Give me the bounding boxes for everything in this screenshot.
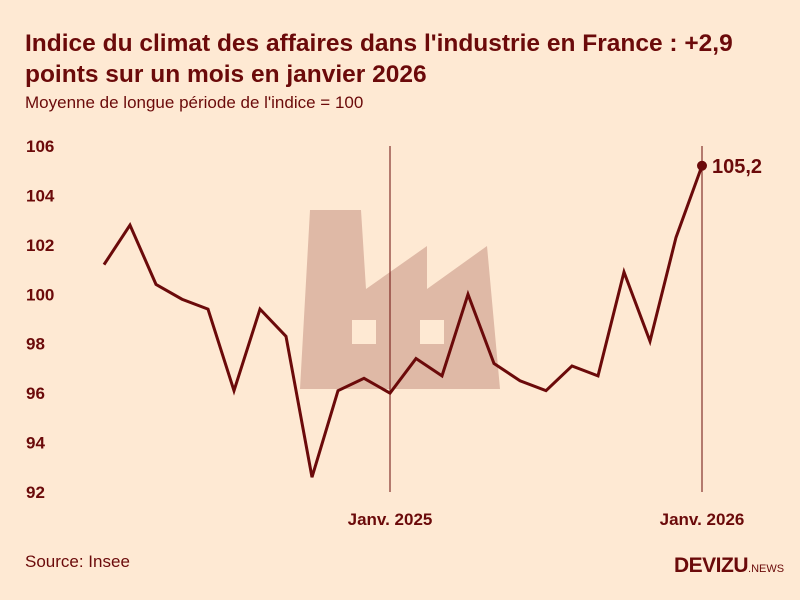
y-tick-label: 100 (26, 285, 54, 304)
source-note: Source: Insee (25, 552, 130, 571)
y-tick-label: 94 (26, 434, 45, 453)
y-tick-label: 98 (26, 335, 45, 354)
factory-icon (300, 210, 500, 389)
x-tick-label: Janv. 2026 (660, 510, 745, 529)
y-tick-label: 104 (26, 186, 55, 205)
y-tick-label: 106 (26, 137, 54, 156)
x-tick-label: Janv. 2025 (348, 510, 433, 529)
y-tick-label: 92 (26, 483, 45, 502)
series-line (102, 165, 704, 478)
logo-text: DEVIZU (674, 554, 749, 577)
y-tick-label: 102 (26, 236, 54, 255)
value-label: 105,2 (712, 156, 762, 178)
chart-subtitle: Moyenne de longue période de l'indice = … (25, 93, 364, 112)
highlight-point (697, 160, 707, 171)
brand-logo: DEVIZU.NEWS (674, 554, 784, 578)
y-tick-label: 96 (26, 384, 45, 403)
logo-suffix: .NEWS (748, 563, 785, 575)
chart-title: Indice du climat des affaires dans l'ind… (25, 30, 733, 88)
